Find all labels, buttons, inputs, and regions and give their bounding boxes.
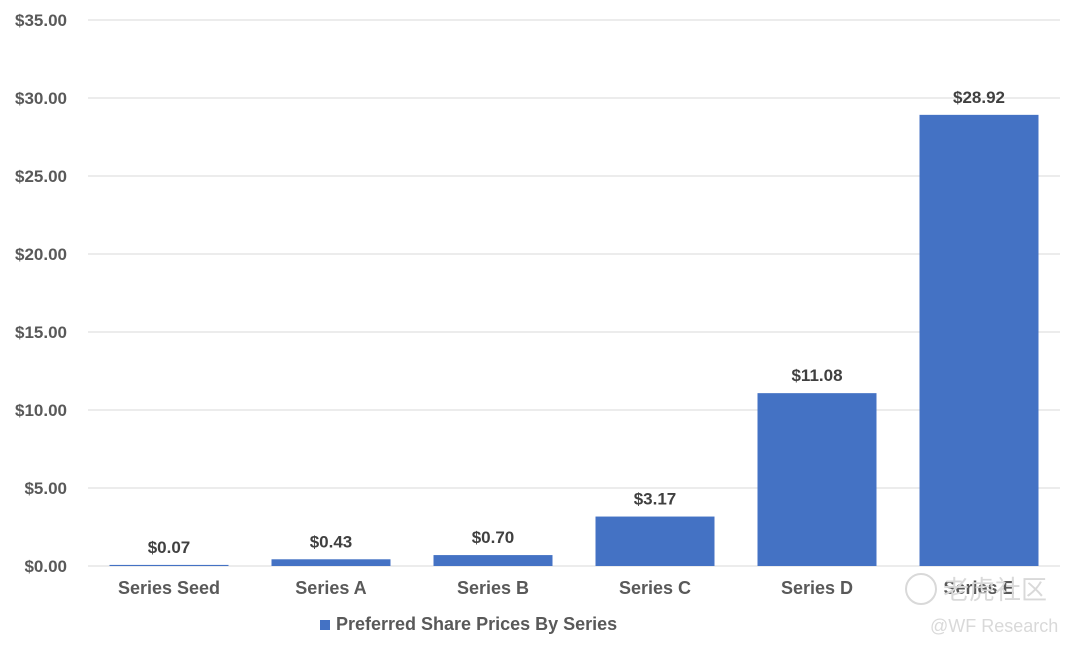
x-category-label: Series C xyxy=(619,578,691,598)
x-category-label: Series D xyxy=(781,578,853,598)
data-label: $28.92 xyxy=(953,88,1005,107)
x-category-label: Series A xyxy=(295,578,366,598)
bar xyxy=(919,114,1039,567)
bar xyxy=(595,516,715,566)
legend-label: Preferred Share Prices By Series xyxy=(336,614,618,634)
data-label: $0.43 xyxy=(310,532,353,551)
x-category-label: Series B xyxy=(457,578,529,598)
y-tick-label: $20.00 xyxy=(15,245,67,264)
y-tick-label: $25.00 xyxy=(15,167,67,186)
gridlines xyxy=(88,19,1060,567)
bar xyxy=(109,564,229,566)
y-tick-label: $10.00 xyxy=(15,401,67,420)
data-label: $0.70 xyxy=(472,528,515,547)
y-tick-label: $0.00 xyxy=(24,557,67,576)
watermark-logo-text: 老虎社区 xyxy=(943,575,1048,605)
x-category-label: Series Seed xyxy=(118,578,220,598)
y-tick-label: $15.00 xyxy=(15,323,67,342)
data-label: $11.08 xyxy=(791,366,842,385)
y-tick-label: $5.00 xyxy=(24,479,67,498)
watermark-credit: @WF Research xyxy=(930,616,1059,636)
y-tick-label: $35.00 xyxy=(15,11,67,30)
legend-swatch xyxy=(320,619,330,630)
bar xyxy=(271,559,391,566)
x-axis-category-labels: Series Seed Series A Series B Series C Serie… xyxy=(118,578,1015,598)
legend: Preferred Share Prices By Series xyxy=(320,614,617,635)
data-label: $3.17 xyxy=(634,490,677,509)
x-category-label: Series E xyxy=(943,578,1014,598)
bars xyxy=(109,114,1039,567)
y-tick-label: $30.00 xyxy=(15,89,67,108)
data-label: $0.07 xyxy=(148,538,191,557)
y-axis-tick-labels: $0.00 $5.00 $10.00 $15.00 $20.00 $25.00 $30.00… xyxy=(15,11,67,576)
tiger-logo-icon xyxy=(905,572,937,605)
watermark-logo: 老虎社区 xyxy=(905,570,1047,607)
bar xyxy=(433,555,553,566)
data-labels: $0.07 $0.43 $0.70 $3.17 $11.08 $28.92 xyxy=(148,88,1005,557)
bar xyxy=(757,393,877,566)
